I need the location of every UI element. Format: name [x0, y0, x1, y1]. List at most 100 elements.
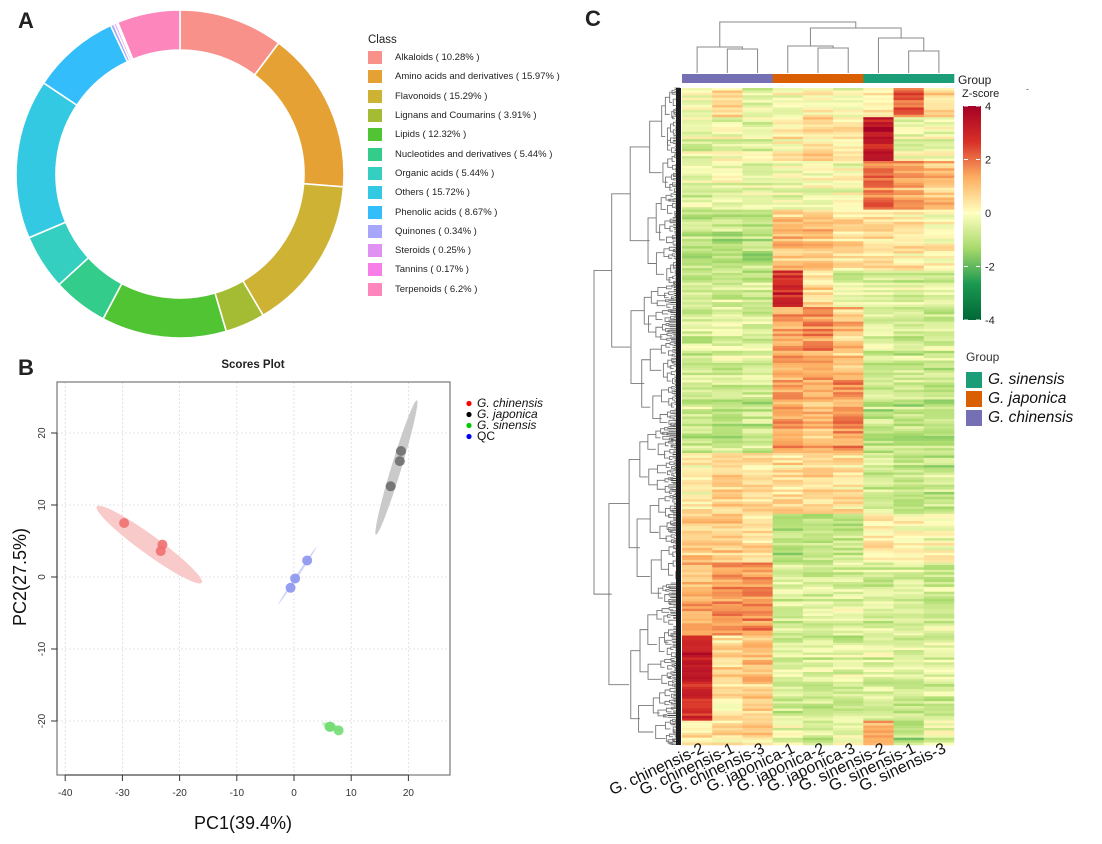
heatmap-cell [772, 304, 804, 308]
heatmap-cell [772, 586, 804, 590]
row-dendrogram-branch [660, 197, 667, 210]
heatmap-cell [893, 628, 925, 631]
heatmap-cell [893, 667, 925, 670]
heatmap-cell [893, 725, 925, 729]
row-dendrogram-branch [661, 389, 669, 403]
heatmap-cell [742, 136, 773, 140]
heatmap-cell [742, 737, 773, 741]
column-dendrogram-branch [696, 46, 743, 73]
heatmap-cell [863, 438, 894, 442]
row-dendrogram-branch [666, 522, 671, 530]
heatmap-cell [742, 703, 773, 707]
heatmap-cell [712, 460, 743, 464]
heatmap-cell [802, 467, 834, 471]
heatmap-cell [802, 506, 834, 510]
heatmap-cell [682, 625, 713, 629]
heatmap-cell [923, 567, 955, 571]
heatmap-cell [712, 204, 743, 208]
heatmap-cell [863, 168, 894, 172]
heatmap-cell [742, 710, 773, 714]
heatmap-cell [742, 616, 773, 619]
heatmap-cell [893, 263, 925, 266]
heatmap-cell [712, 307, 743, 310]
heatmap-cell [682, 470, 713, 473]
heatmap-cell [863, 134, 894, 137]
heatmap-cell [682, 669, 713, 673]
heatmap-cell [863, 294, 894, 298]
heatmap-cell [833, 251, 864, 254]
heatmap-cell [893, 207, 925, 210]
heatmap-cell [742, 107, 773, 111]
class-legend-item: Nucleotides and derivatives ( 5.44% ) [368, 144, 560, 163]
heatmap-cell [682, 708, 713, 712]
heatmap-cell [802, 316, 834, 320]
heatmap-cell [833, 338, 864, 342]
heatmap-cell [863, 594, 894, 597]
heatmap-cell [833, 633, 864, 636]
heatmap-cell [833, 231, 864, 235]
heatmap-cell [893, 416, 925, 420]
heatmap-cell [682, 221, 713, 225]
heatmap-cell [712, 623, 743, 627]
heatmap-cell [772, 219, 804, 223]
heatmap-cell [863, 423, 894, 427]
heatmap-cell [682, 199, 713, 203]
heatmap-cell [923, 277, 955, 281]
heatmap-cell [802, 389, 834, 393]
group-annotation-cell [923, 74, 955, 83]
heatmap-cell [923, 453, 955, 456]
heatmap-cell [863, 642, 894, 646]
heatmap-cell [772, 234, 804, 237]
heatmap-cell [863, 457, 894, 461]
heatmap-cell [742, 547, 773, 551]
heatmap-cell [682, 577, 713, 580]
heatmap-cell [772, 401, 804, 405]
heatmap-cell [712, 139, 743, 142]
heatmap-cell [712, 477, 743, 481]
class-legend-item: Steroids ( 0.25% ) [368, 241, 560, 260]
heatmap-cell [833, 550, 864, 554]
heatmap-cell [712, 219, 743, 223]
heatmap-cell [893, 713, 925, 717]
heatmap-cell [893, 175, 925, 179]
heatmap-cell [772, 472, 804, 476]
heatmap-cell [923, 156, 955, 159]
heatmap-cell [893, 185, 925, 189]
heatmap-cell [682, 387, 713, 391]
heatmap-cell [893, 156, 925, 159]
panel-letter-a: A [18, 8, 34, 33]
y-tick-label: 10 [37, 499, 48, 511]
heatmap-cell [772, 224, 804, 227]
heatmap-cell [923, 102, 955, 106]
heatmap-cell [923, 326, 955, 330]
heatmap-cell [772, 367, 804, 371]
heatmap-cell [863, 696, 894, 700]
heatmap-cell [682, 389, 713, 393]
heatmap-cell [863, 355, 894, 359]
heatmap-cell [712, 526, 743, 529]
heatmap-cell [802, 297, 834, 300]
heatmap-cell [893, 375, 925, 378]
heatmap-cell [802, 95, 834, 99]
heatmap-cell [682, 703, 713, 707]
heatmap-cell [802, 231, 834, 235]
heatmap-cell [833, 224, 864, 227]
heatmap-cell [682, 623, 713, 627]
heatmap-cell [863, 209, 894, 213]
heatmap-cell [712, 143, 743, 147]
heatmap-cell [833, 134, 864, 137]
legend-marker [466, 422, 472, 429]
heatmap-cell [923, 701, 955, 704]
heatmap-cell [772, 620, 804, 624]
heatmap-cell [802, 623, 834, 627]
heatmap-cell [712, 654, 743, 658]
heatmap-cell [802, 625, 834, 629]
heatmap-cell [893, 331, 925, 335]
heatmap-cell [923, 397, 955, 400]
heatmap-cell [893, 268, 925, 271]
heatmap-cell [833, 170, 864, 174]
heatmap-cell [742, 445, 773, 449]
heatmap-cell [802, 333, 834, 337]
heatmap-cell [772, 550, 804, 554]
heatmap-cell [893, 693, 925, 697]
